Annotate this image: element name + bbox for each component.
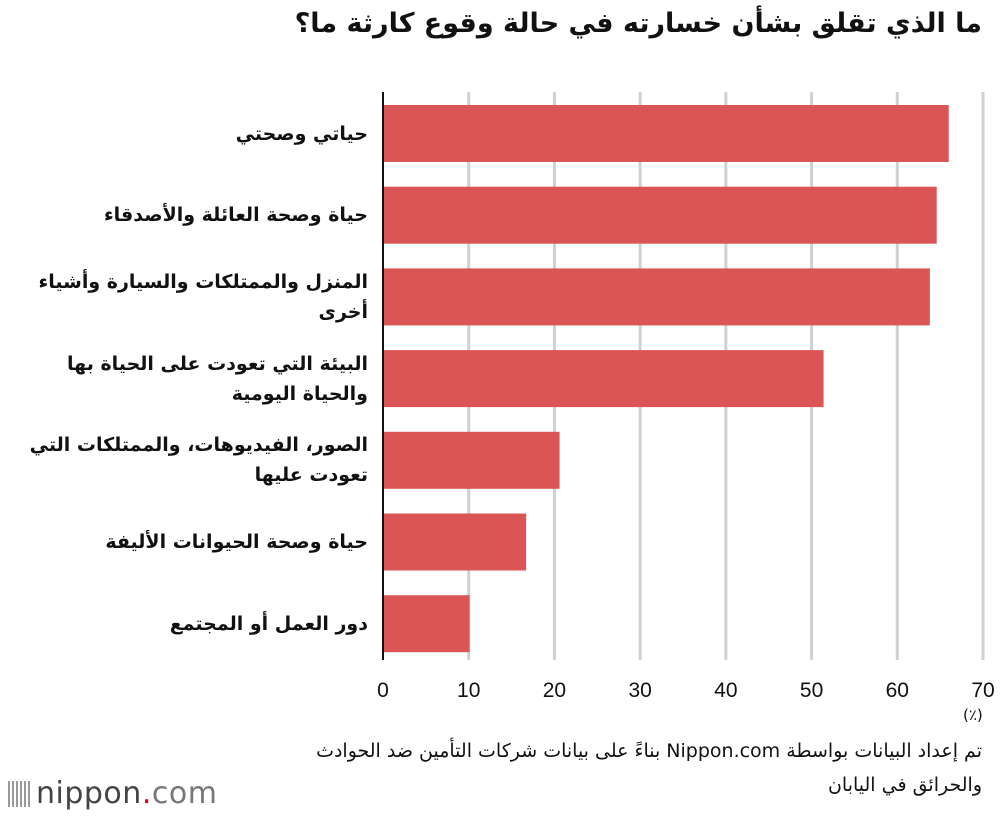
x-tick-label: 40 xyxy=(714,679,737,702)
logo-suffix: com xyxy=(151,776,218,811)
bar xyxy=(383,350,824,408)
category-label: البيئة التي تعودت على الحياة بها والحياة… xyxy=(67,352,368,405)
category-label: الصور، الفيديوهات، والممتلكات التي تعودت… xyxy=(29,434,368,487)
chart-title: ما الذي تقلق بشأن خسارته في حالة وقوع كا… xyxy=(294,8,982,39)
bar xyxy=(383,268,930,326)
nippon-logo: nippon.com xyxy=(8,776,217,811)
bar xyxy=(383,431,560,489)
category-label: حياة وصحة العائلة والأصدقاء xyxy=(103,204,368,227)
x-tick-label: 10 xyxy=(457,679,480,702)
x-tick-label: 0 xyxy=(377,679,389,702)
x-tick-label: 20 xyxy=(543,679,566,702)
x-tick-label: 60 xyxy=(886,679,909,702)
x-tick-label: 30 xyxy=(628,679,651,702)
bar xyxy=(383,513,527,571)
source-note: تم إعداد البيانات بواسطة Nippon.com بناء… xyxy=(316,740,982,796)
x-axis-unit: (٪) xyxy=(963,706,983,724)
logo-dot: . xyxy=(141,776,152,811)
bar xyxy=(383,595,470,653)
category-label: دور العمل أو المجتمع xyxy=(169,612,368,635)
logo-bars-icon xyxy=(8,781,30,807)
x-tick-label: 70 xyxy=(971,679,994,702)
category-label: حياتي وصحتي xyxy=(235,122,368,145)
category-label: المنزل والممتلكات والسيارة وأشياء أخرى xyxy=(38,270,368,323)
logo-text: nippon xyxy=(36,776,142,811)
category-label: حياة وصحة الحيوانات الأليفة xyxy=(105,531,368,553)
bar xyxy=(383,186,937,244)
bar xyxy=(383,105,949,162)
x-tick-label: 50 xyxy=(800,679,823,702)
